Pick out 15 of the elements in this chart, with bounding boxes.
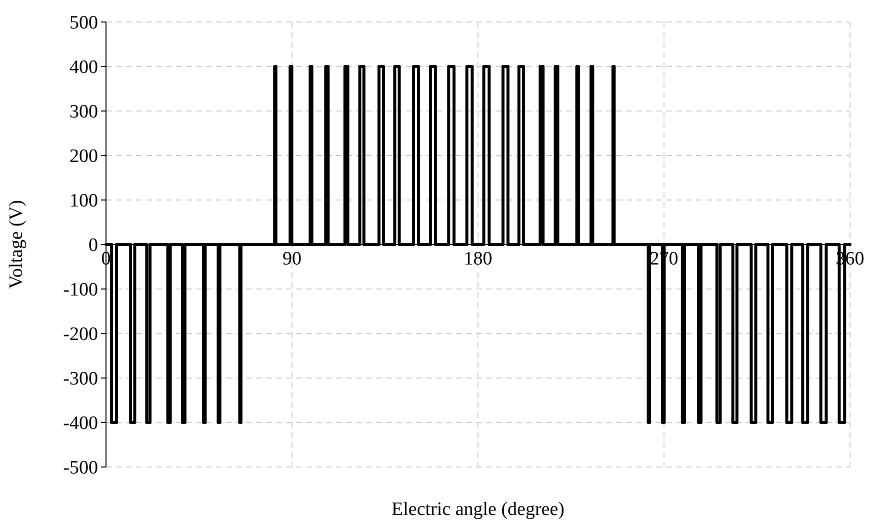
y-tick-label: 100 bbox=[70, 190, 98, 212]
y-tick-label: -200 bbox=[63, 324, 98, 346]
y-tick-label: -400 bbox=[63, 413, 98, 434]
y-tick-label: -300 bbox=[63, 368, 98, 390]
y-tick-label: -100 bbox=[63, 280, 98, 301]
y-axis-title: Voltage (V) bbox=[6, 200, 27, 289]
y-tick-label: 200 bbox=[70, 146, 98, 168]
y-tick-label: 400 bbox=[70, 57, 98, 78]
x-tick-label: 90 bbox=[282, 248, 302, 270]
x-tick-label: 180 bbox=[464, 248, 492, 270]
x-axis-title: Electric angle (degree) bbox=[392, 499, 564, 520]
y-tick-label: -500 bbox=[63, 458, 98, 479]
y-tick-label: 500 bbox=[70, 12, 98, 34]
y-tick-label: 300 bbox=[70, 102, 98, 123]
y-tick-label: 0 bbox=[88, 235, 98, 256]
